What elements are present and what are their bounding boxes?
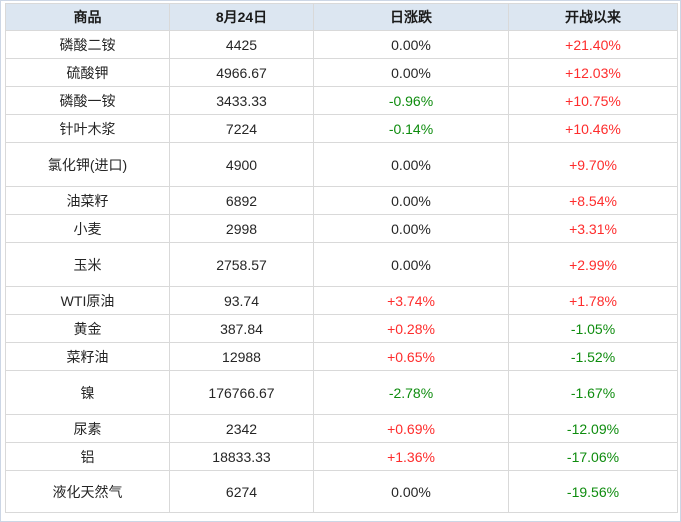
price-value: 6274 [169,470,314,513]
table-row: 黄金 387.84 +0.28% -1.05% [5,314,678,343]
price-value: 7224 [169,114,314,143]
table-row: 针叶木浆 7224 -0.14% +10.46% [5,114,678,143]
commodity-name: 硫酸钾 [5,58,170,87]
commodity-name: 黄金 [5,314,170,343]
daily-change-value: +3.74% [313,286,509,315]
since-start-value: +12.03% [508,58,678,87]
commodity-name: 尿素 [5,414,170,443]
table-row: 玉米 2758.57 0.00% +2.99% [5,242,678,287]
price-value: 4966.67 [169,58,314,87]
table-row: 硫酸钾 4966.67 0.00% +12.03% [5,58,678,87]
daily-change-value: 0.00% [313,186,509,215]
since-start-value: +10.46% [508,114,678,143]
since-start-value: -12.09% [508,414,678,443]
commodity-name: WTI原油 [5,286,170,315]
commodity-name: 油菜籽 [5,186,170,215]
table-row: 镍 176766.67 -2.78% -1.67% [5,370,678,415]
header-since-war-start: 开战以来 [508,3,678,31]
daily-change-value: 0.00% [313,58,509,87]
since-start-value: +9.70% [508,142,678,187]
commodity-price-table: 商品 8月24日 日涨跌 开战以来 磷酸二铵 4425 0.00% +21.40… [5,3,678,513]
table-row: 小麦 2998 0.00% +3.31% [5,214,678,243]
commodity-name: 磷酸一铵 [5,86,170,115]
price-value: 6892 [169,186,314,215]
table-row: 氯化钾(进口) 4900 0.00% +9.70% [5,142,678,187]
commodity-name: 磷酸二铵 [5,30,170,59]
daily-change-value: +0.28% [313,314,509,343]
daily-change-value: +0.69% [313,414,509,443]
table-header-row: 商品 8月24日 日涨跌 开战以来 [5,3,678,31]
table-row: 菜籽油 12988 +0.65% -1.52% [5,342,678,371]
daily-change-value: 0.00% [313,214,509,243]
price-value: 2998 [169,214,314,243]
since-start-value: +10.75% [508,86,678,115]
price-value: 4425 [169,30,314,59]
price-value: 93.74 [169,286,314,315]
table-row: 液化天然气 6274 0.00% -19.56% [5,470,678,513]
commodity-name: 镍 [5,370,170,415]
since-start-value: +3.31% [508,214,678,243]
commodity-name: 菜籽油 [5,342,170,371]
price-value: 2758.57 [169,242,314,287]
price-value: 176766.67 [169,370,314,415]
header-date: 8月24日 [169,3,314,31]
since-start-value: +1.78% [508,286,678,315]
table-row: 磷酸一铵 3433.33 -0.96% +10.75% [5,86,678,115]
daily-change-value: -0.96% [313,86,509,115]
table-row: 尿素 2342 +0.69% -12.09% [5,414,678,443]
price-value: 12988 [169,342,314,371]
price-value: 387.84 [169,314,314,343]
commodity-name: 玉米 [5,242,170,287]
daily-change-value: 0.00% [313,142,509,187]
header-commodity: 商品 [5,3,170,31]
daily-change-value: +1.36% [313,442,509,471]
since-start-value: +21.40% [508,30,678,59]
daily-change-value: +0.65% [313,342,509,371]
since-start-value: +2.99% [508,242,678,287]
since-start-value: -1.67% [508,370,678,415]
commodity-name: 氯化钾(进口) [5,142,170,187]
since-start-value: -17.06% [508,442,678,471]
price-value: 2342 [169,414,314,443]
commodity-name: 针叶木浆 [5,114,170,143]
table-row: 铝 18833.33 +1.36% -17.06% [5,442,678,471]
table-row: 磷酸二铵 4425 0.00% +21.40% [5,30,678,59]
since-start-value: -1.05% [508,314,678,343]
commodity-name: 铝 [5,442,170,471]
table-row: WTI原油 93.74 +3.74% +1.78% [5,286,678,315]
commodity-name: 液化天然气 [5,470,170,513]
daily-change-value: 0.00% [313,242,509,287]
price-value: 18833.33 [169,442,314,471]
commodity-name: 小麦 [5,214,170,243]
daily-change-value: 0.00% [313,470,509,513]
since-start-value: -19.56% [508,470,678,513]
daily-change-value: -2.78% [313,370,509,415]
daily-change-value: 0.00% [313,30,509,59]
price-value: 3433.33 [169,86,314,115]
daily-change-value: -0.14% [313,114,509,143]
header-daily-change: 日涨跌 [313,3,509,31]
price-value: 4900 [169,142,314,187]
since-start-value: -1.52% [508,342,678,371]
table-row: 油菜籽 6892 0.00% +8.54% [5,186,678,215]
since-start-value: +8.54% [508,186,678,215]
